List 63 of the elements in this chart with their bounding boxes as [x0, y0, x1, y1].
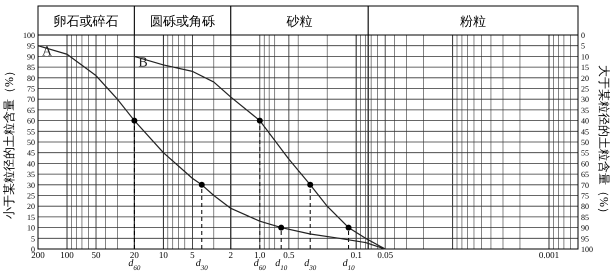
ref-line-label: d$_{30}$	[196, 258, 208, 272]
y2-tick-label: 45	[581, 127, 589, 136]
band-label: 圆砾或角砾	[150, 14, 216, 28]
y-tick-label: 5	[31, 234, 35, 244]
x-tick-label: 0.5	[283, 250, 295, 260]
y-tick-label: 40	[27, 159, 35, 168]
y2-tick-label: 50	[581, 138, 589, 147]
band-label: 卵石或碎石	[54, 14, 119, 28]
y2-tick-label: 80	[581, 202, 589, 212]
y2-tick-label: 10	[581, 52, 589, 62]
y2-tick-label: 25	[581, 84, 589, 94]
y2-tick-label: 15	[581, 63, 589, 72]
x-tick-label: 0.1	[350, 250, 362, 260]
x-tick-label: 0.001	[538, 250, 560, 260]
y-tick-label: 55	[27, 127, 35, 136]
y-tick-label: 95	[27, 42, 35, 51]
y-tick-label: 15	[27, 212, 35, 222]
x-tick-label: 0.05	[377, 250, 394, 260]
y-tick-label: 85	[27, 63, 35, 72]
y-tick-label: 30	[27, 180, 35, 190]
y-tick-label: 25	[27, 192, 35, 200]
y2-tick-label: 65	[581, 170, 589, 180]
x-tick-label: 5	[190, 250, 196, 260]
y-tick-label: 75	[27, 84, 35, 94]
y2-tick-label: 55	[581, 148, 589, 158]
y2-tick-label: 35	[581, 106, 589, 115]
ref-line-label: d$_{10}$	[275, 258, 288, 272]
band-label: 粉粒	[460, 14, 486, 28]
y-tick-label: 45	[27, 148, 35, 158]
y2-tick-label: 95	[581, 234, 589, 244]
y-tick-label: 20	[27, 202, 35, 212]
y2-tick-label: 60	[581, 159, 589, 168]
y-tick-label: 35	[27, 170, 35, 180]
y-tick-label: 65	[27, 106, 35, 115]
ref-line-label: d$_{10}$	[342, 258, 356, 272]
y2-tick-label: 20	[581, 74, 589, 83]
band-label: 砂粒	[286, 14, 313, 28]
y2-tick-label: 70	[581, 180, 589, 190]
y2-tick-label: 90	[581, 224, 589, 233]
y2-tick-label: 30	[581, 95, 589, 104]
x-tick-label: 50	[92, 250, 102, 260]
y2-tick-label: 40	[581, 116, 589, 126]
y-tick-label: 100	[23, 31, 35, 40]
y-tick-label: 80	[27, 74, 35, 83]
x-tick-label: 1.0	[254, 250, 266, 260]
x-tick-label: 2	[228, 250, 234, 260]
x-tick-label: 10	[158, 250, 168, 260]
y2-tick-label: 5	[581, 42, 585, 51]
y2-tick-label: 0	[581, 31, 585, 40]
y2-axis-title: 大于某粒径的土粒含量（%）	[597, 65, 611, 219]
y-tick-label: 90	[27, 52, 35, 62]
ref-line-label: d$_{60}$	[128, 258, 141, 272]
y2-tick-label: 85	[581, 212, 589, 222]
x-tick-label: 100	[60, 250, 74, 260]
y-tick-label: 60	[27, 116, 35, 126]
ref-line-label: d$_{30}$	[304, 258, 317, 272]
ref-line-label: d$_{60}$	[254, 258, 266, 272]
x-tick-label: 20	[130, 250, 140, 260]
y2-tick-label: 75	[581, 192, 589, 200]
y-tick-label: 50	[27, 138, 35, 147]
y-tick-label: 70	[27, 95, 35, 104]
y-axis-title: 小于某粒径的土粒含量（%）	[2, 65, 16, 219]
y-tick-label: 10	[27, 224, 35, 233]
